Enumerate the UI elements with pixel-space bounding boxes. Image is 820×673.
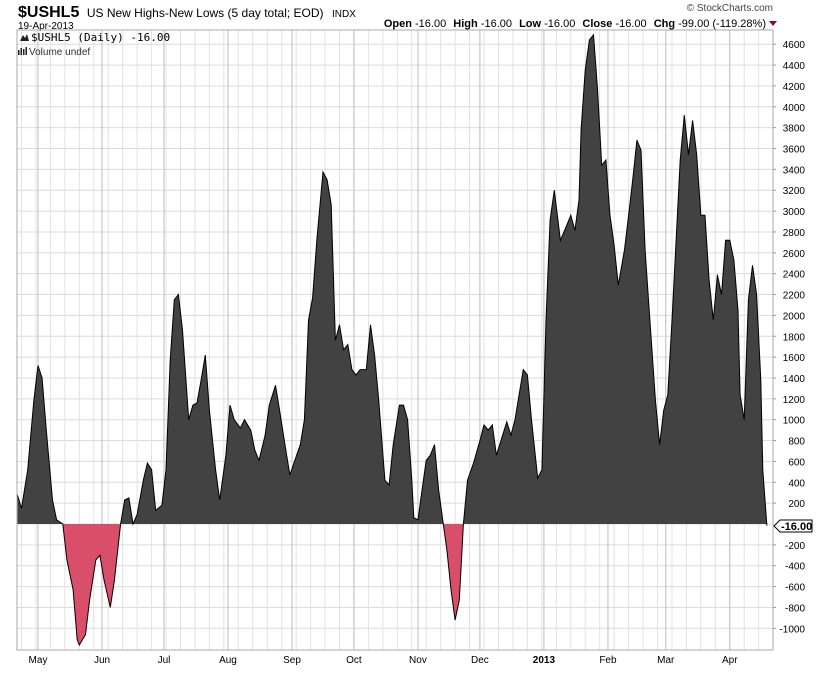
y-tick-label: -600	[785, 583, 805, 594]
x-tick-label: Dec	[471, 655, 489, 666]
y-tick-label: 3000	[783, 207, 806, 218]
series-area	[16, 33, 768, 647]
x-tick-label: Sep	[283, 655, 301, 666]
x-tick-label: Aug	[219, 655, 237, 666]
close-label: Close	[582, 18, 612, 30]
x-tick-label: Oct	[346, 655, 362, 666]
y-tick-label: 2200	[783, 291, 806, 302]
y-tick-label: 200	[788, 499, 805, 510]
high-value: -16.00	[481, 18, 512, 30]
chg-label: Chg	[654, 18, 675, 30]
x-tick-label: Mar	[657, 655, 675, 666]
y-tick-label: 2600	[783, 249, 806, 260]
x-axis: May Jun Jul Aug Sep Oct Nov Dec 2013 Feb Mar Apr	[29, 655, 739, 666]
symbol: $USHL5	[18, 4, 79, 21]
x-tick-label: Jun	[94, 655, 110, 666]
legend-series: $USHL5 (Daily) -16.00	[31, 31, 170, 44]
y-tick-label: 3400	[783, 165, 806, 176]
legend-volume: Volume undef	[29, 47, 90, 58]
y-tick-label: 4000	[783, 103, 806, 114]
x-tick-label: Feb	[599, 655, 617, 666]
exchange: INDX	[332, 9, 356, 20]
last-value-tag: -16.00	[773, 519, 813, 533]
y-tick-label: 4600	[783, 40, 806, 51]
symbol-name: US New Highs-New Lows (5 day total; EOD)	[87, 6, 324, 20]
y-tick-label: 800	[788, 437, 805, 448]
y-tick-label: 3200	[783, 186, 806, 197]
low-label: Low	[519, 18, 541, 30]
chart-title: $USHL5 US New Highs-New Lows (5 day tota…	[18, 4, 356, 21]
copyright: © StockCharts.com	[687, 3, 773, 14]
grid	[17, 30, 773, 650]
y-tick-label: 2000	[783, 311, 806, 322]
y-tick-label: 1400	[783, 374, 806, 385]
y-axis: 4600 4400 4200 4000 3800 3600 3400 3200 3000 2800…	[773, 40, 805, 635]
negative-area	[17, 524, 767, 645]
low-value: -16.00	[544, 18, 575, 30]
y-tick-label: 4400	[783, 61, 806, 72]
last-value: -16.00	[781, 521, 812, 533]
ohlc-readout: Open -16.00 High -16.00 Low -16.00 Close…	[384, 18, 766, 30]
y-tick-label: 2400	[783, 270, 806, 281]
series-line	[16, 33, 768, 647]
open-value: -16.00	[415, 18, 446, 30]
y-tick-label: -400	[785, 562, 805, 573]
y-tick-label: 2800	[783, 228, 806, 239]
y-tick-label: 1200	[783, 395, 806, 406]
x-tick-label: Nov	[409, 655, 427, 666]
x-tick-label: May	[29, 655, 48, 666]
y-tick-label: -800	[785, 603, 805, 614]
chart-date: 19-Apr-2013	[18, 21, 74, 32]
y-tick-label: 1600	[783, 353, 806, 364]
y-tick-label: 3600	[783, 145, 806, 156]
chg-value: -99.00 (-119.28%)	[678, 18, 766, 30]
area-chart-icon	[20, 34, 29, 41]
x-tick-label: Apr	[722, 655, 738, 666]
open-label: Open	[384, 18, 412, 30]
y-tick-label: -200	[785, 541, 805, 552]
x-tick-label: Jul	[158, 655, 171, 666]
close-value: -16.00	[615, 18, 646, 30]
plot-frame	[16, 29, 774, 651]
down-arrow-icon	[769, 21, 777, 26]
y-tick-label: 600	[788, 457, 805, 468]
high-label: High	[453, 18, 478, 30]
y-tick-label: 1000	[783, 416, 806, 427]
volume-bars-icon	[18, 47, 27, 55]
y-tick-label: 1800	[783, 332, 806, 343]
y-tick-label: 4200	[783, 82, 806, 93]
x-tick-label: 2013	[533, 655, 556, 666]
y-tick-label: 400	[788, 478, 805, 489]
y-tick-label: 3800	[783, 124, 806, 135]
y-tick-label: -1000	[779, 624, 805, 635]
positive-area	[17, 34, 767, 524]
